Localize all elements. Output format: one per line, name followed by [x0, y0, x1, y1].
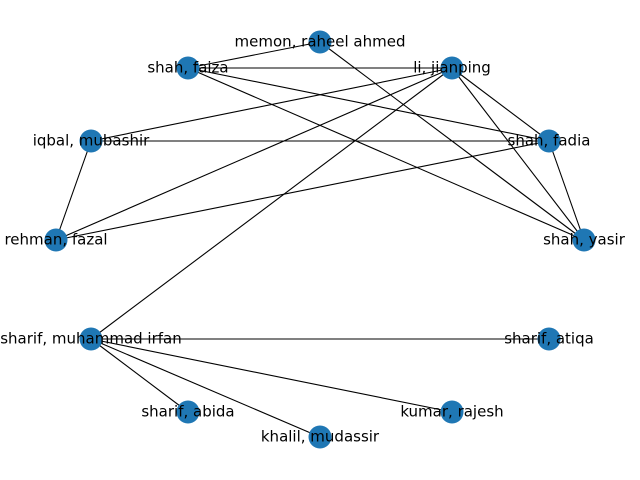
edge-shahfaiza-shahyasir [187, 67, 585, 241]
edge-li-iqbal [90, 67, 453, 142]
node-label-sharifatiqa: sharif, atiqa [504, 330, 594, 348]
node-sharifatiqa [537, 327, 561, 351]
node-label-shahyasir: shah, yasir [543, 231, 626, 249]
node-rehman [44, 228, 68, 252]
node-label-rehman: rehman, fazal [4, 231, 107, 249]
edge-sharifirfan-khalil [90, 338, 321, 438]
node-memon [308, 30, 332, 54]
node-label-sharifabida: sharif, abida [141, 403, 234, 421]
node-label-iqbal: iqbal, mubashir [33, 132, 150, 150]
node-shahfadia [537, 129, 561, 153]
node-label-li: li, jianping [413, 59, 491, 77]
edge-memon-shahfaiza [187, 41, 321, 69]
node-li [440, 56, 464, 80]
edge-iqbal-rehman [55, 140, 92, 241]
node-label-kumar: kumar, rajesh [400, 403, 503, 421]
node-sharifirfan [79, 327, 103, 351]
node-label-khalil: khalil, mudassir [261, 428, 380, 446]
node-label-shahfaiza: shah, faiza [147, 59, 228, 77]
edge-shahfadia-shahyasir [548, 140, 585, 241]
edge-li-sharifirfan [90, 67, 453, 340]
node-iqbal [79, 129, 103, 153]
edges-layer [55, 41, 585, 438]
node-label-shahfadia: shah, fadia [508, 132, 591, 150]
node-shahyasir [572, 228, 596, 252]
edge-li-shahyasir [451, 67, 585, 241]
node-shahfaiza [176, 56, 200, 80]
edge-li-shahfadia [451, 67, 550, 142]
node-label-sharifirfan: sharif, muhammad irfan [0, 330, 182, 348]
labels-layer: memon, raheel ahmed li, jianping shah, fai… [0, 33, 625, 446]
nodes-layer [44, 30, 596, 449]
edge-sharifirfan-sharifabida [90, 338, 189, 413]
node-khalil [308, 425, 332, 449]
node-label-memon: memon, raheel ahmed [235, 33, 406, 51]
edge-rehman-shahfadia [55, 140, 550, 241]
node-kumar [440, 400, 464, 424]
node-sharifabida [176, 400, 200, 424]
edge-sharifirfan-kumar [90, 338, 453, 413]
edge-li-rehman [55, 67, 453, 241]
